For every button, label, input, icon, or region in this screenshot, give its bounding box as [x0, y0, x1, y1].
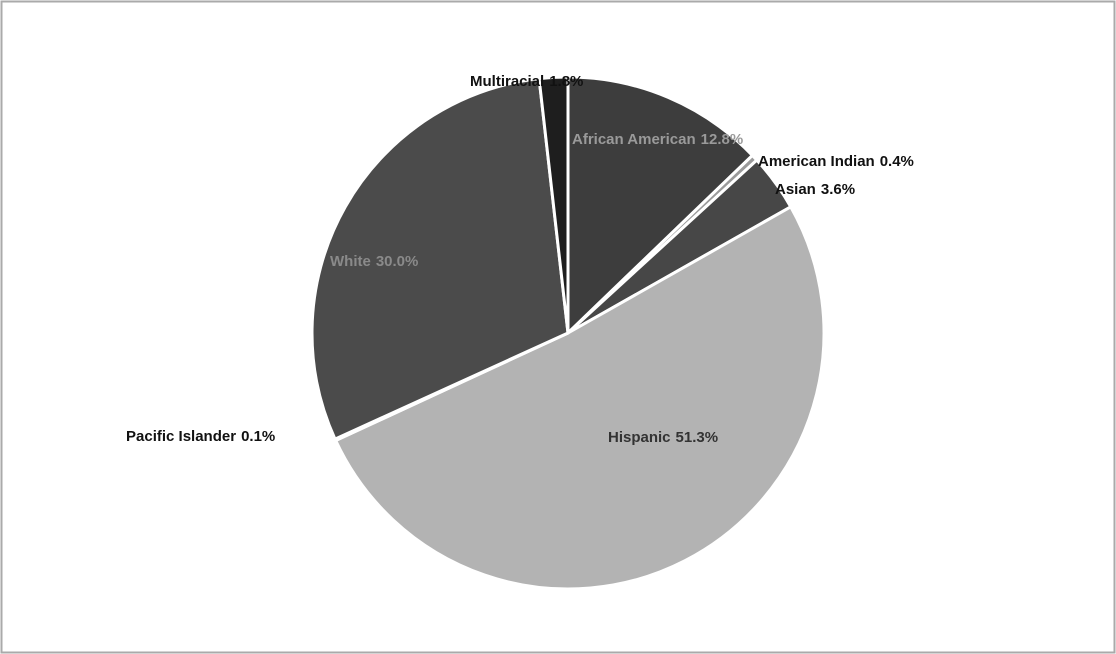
- category-label: Pacific Islander: [126, 428, 236, 445]
- category-label: Multiracial: [470, 73, 544, 90]
- slice-label: Pacific Islander 0.1%: [126, 428, 275, 445]
- value-label: 12.8%: [701, 131, 744, 148]
- category-label: White: [330, 253, 371, 270]
- pie-slice: [537, 75, 570, 334]
- pie-slice: [566, 75, 755, 337]
- slice-label: White 30.0%: [330, 253, 418, 270]
- pie-slice: [333, 204, 826, 591]
- category-label: Hispanic: [608, 429, 671, 446]
- pie-slice: [310, 76, 570, 442]
- value-label: 0.4%: [880, 153, 914, 170]
- value-label: 1.8%: [549, 73, 583, 90]
- category-label: Asian: [775, 181, 816, 198]
- slice-label: African American 12.8%: [572, 131, 743, 148]
- value-label: 51.3%: [676, 429, 719, 446]
- slice-label: Multiracial 1.8%: [470, 73, 583, 90]
- slice-label: Asian 3.6%: [775, 181, 855, 198]
- value-label: 3.6%: [821, 181, 855, 198]
- value-label: 0.1%: [241, 428, 275, 445]
- value-label: 30.0%: [376, 253, 419, 270]
- category-label: African American: [572, 131, 696, 148]
- slice-label: Hispanic 51.3%: [608, 429, 718, 446]
- slice-label: American Indian 0.4%: [758, 153, 914, 170]
- category-label: American Indian: [758, 153, 875, 170]
